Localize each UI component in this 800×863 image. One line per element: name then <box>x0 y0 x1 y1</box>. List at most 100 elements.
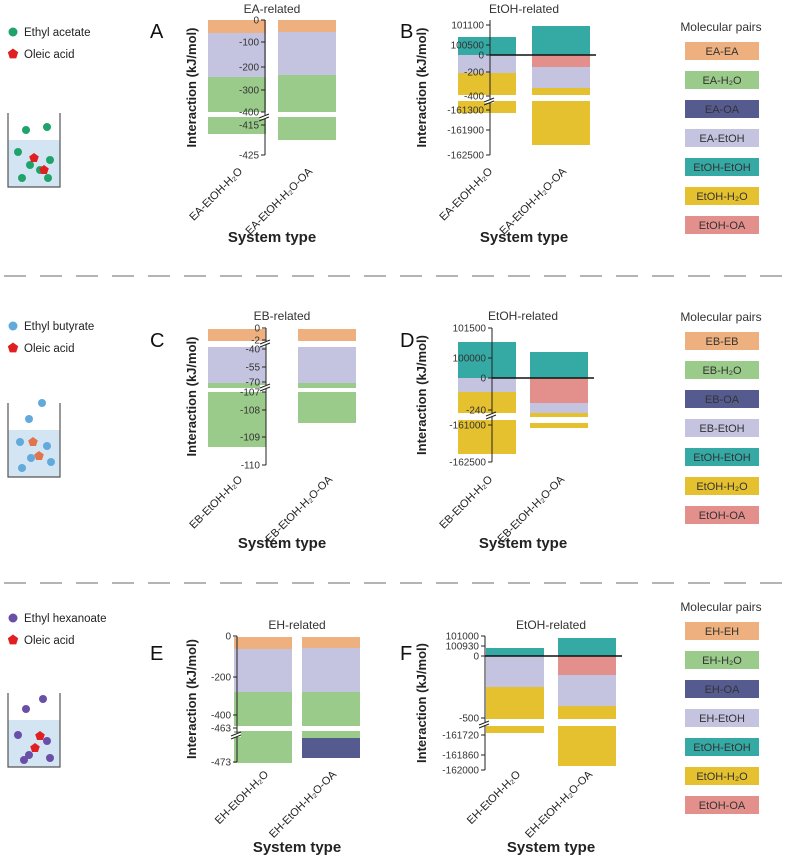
y-axis-label: Interaction (kJ/mol) <box>414 28 429 148</box>
beaker-oleic-particle <box>39 165 49 174</box>
y-tick-label: -108 <box>240 406 260 417</box>
legend-label: Oleic acid <box>24 635 75 647</box>
bar-segment-EtW <box>458 73 516 95</box>
y-tick-label: -425 <box>239 151 259 162</box>
panel-title: EA-related <box>244 2 301 16</box>
bar-segment-EW <box>208 392 266 447</box>
bar-segment-EtW <box>558 706 616 719</box>
axis-break-mark <box>259 386 271 392</box>
bar-segment-EEt <box>458 55 516 73</box>
pair-label: EH-H₂O <box>702 655 742 667</box>
pair-swatch-EE <box>685 332 759 350</box>
bar-segment-EtW <box>532 101 590 145</box>
pair-label: EH-OA <box>705 684 741 696</box>
x-axis-label: System type <box>238 535 326 552</box>
beaker-1 <box>7 399 61 478</box>
bar-segment-EtW <box>458 392 516 413</box>
pair-swatch-EEt <box>685 709 759 727</box>
axis-break-mark <box>259 342 271 348</box>
bar-segment-EW <box>298 383 356 388</box>
pair-label: EH-EtOH <box>699 713 745 725</box>
beaker-2 <box>7 693 61 768</box>
x-axis-label: System type <box>479 535 567 552</box>
row-legend-1: Ethyl butyrate Oleic acid <box>7 321 94 355</box>
pair-swatch-EtO <box>685 506 759 524</box>
bar-segment-EEt <box>530 403 588 413</box>
molecular-pairs-title: Molecular pairs <box>680 20 761 34</box>
bar-segment-EtO <box>558 656 616 675</box>
y-tick-label: -162500 <box>447 151 484 162</box>
bar-segment-EW <box>278 117 336 140</box>
y-tick-label: -500 <box>459 714 479 725</box>
y-tick-label: 100000 <box>453 354 487 365</box>
category-label: EA-EtOH-H₂O <box>437 165 495 223</box>
bar-segment-EW <box>298 392 356 423</box>
x-axis-label: System type <box>253 839 341 856</box>
pair-swatch-EW <box>685 71 759 89</box>
y-tick-label: -161900 <box>447 126 484 137</box>
pair-label: EH-EH <box>705 626 739 638</box>
molecular-pairs-title: Molecular pairs <box>680 600 761 614</box>
molecular-pairs-title: Molecular pairs <box>680 310 761 324</box>
y-tick-label: -162000 <box>442 766 479 777</box>
bar-segment-EW <box>234 731 292 763</box>
x-axis-label: System type <box>507 839 595 856</box>
axis-break-mark <box>483 97 495 103</box>
bar-segment-EW <box>208 117 266 134</box>
pair-swatch-EEt <box>685 129 759 147</box>
beaker-oleic-particle <box>28 437 38 446</box>
beaker-particle <box>25 751 33 759</box>
panel-title: EH-related <box>268 618 325 632</box>
panel-letter-A: A <box>150 21 164 43</box>
beaker-particle <box>14 731 22 739</box>
molecular-pairs-legend-1: Molecular pairs EB-EB EB-H₂O EB-OA EB-EtOH Et… <box>680 310 762 524</box>
beaker-particle <box>14 148 22 156</box>
row-legend-2: Ethyl hexanoate Oleic acid <box>7 613 106 647</box>
y-tick-label: -240 <box>466 406 486 417</box>
y-tick-label: -161000 <box>449 421 486 432</box>
beaker-particle <box>43 737 51 745</box>
bar-segment-EtEt <box>486 648 544 656</box>
y-tick-label: -2 <box>251 336 260 347</box>
beaker-particle <box>26 161 34 169</box>
pair-label: EtOH-H₂O <box>696 481 748 493</box>
bar-segment-EEt <box>486 656 544 687</box>
pair-swatch-EW <box>685 361 759 379</box>
legend-circle-icon <box>8 613 18 623</box>
y-tick-label: 101100 <box>451 21 484 32</box>
panel-letter-B: B <box>400 21 413 43</box>
beaker-particle <box>25 415 33 423</box>
y-tick-label: -400 <box>239 108 259 119</box>
beaker-particle <box>47 458 55 466</box>
bar-segment-EtEt <box>530 352 588 378</box>
legend-label: Ethyl hexanoate <box>24 613 106 625</box>
panel-letter-C: C <box>150 330 164 352</box>
y-tick-label: -415 <box>239 121 259 132</box>
category-label: EA-EtOH-H₂O-OA <box>498 165 570 237</box>
bar-segment-EW <box>208 383 266 388</box>
beaker-oleic-particle <box>30 743 40 752</box>
pair-label: EtOH-EtOH <box>693 452 751 464</box>
axis-break-gap <box>260 385 270 389</box>
y-tick-label: -473 <box>211 758 231 769</box>
category-label: EA-EtOH-H₂O-OA <box>244 165 316 237</box>
pair-swatch-EO <box>685 680 759 698</box>
bar-segment-EW <box>302 731 360 738</box>
pair-swatch-EE <box>685 42 759 60</box>
beaker-particle <box>39 695 47 703</box>
y-tick-label: -400 <box>464 92 484 103</box>
axis-break-mark <box>258 116 270 122</box>
panel-title: EtOH-related <box>489 2 559 16</box>
bar-segment-EEt <box>558 675 616 706</box>
pair-swatch-EtW <box>685 187 759 205</box>
bar-segment-EtEt <box>458 37 516 55</box>
beaker-particle <box>46 754 54 762</box>
panel-title: EtOH-related <box>516 618 586 632</box>
y-tick-label: -200 <box>464 68 484 79</box>
beaker-particle <box>38 399 46 407</box>
axis-break-gap <box>260 341 270 345</box>
beaker-particle <box>16 438 24 446</box>
category-label: EH-EtOH-H₂O-OA <box>523 768 595 840</box>
